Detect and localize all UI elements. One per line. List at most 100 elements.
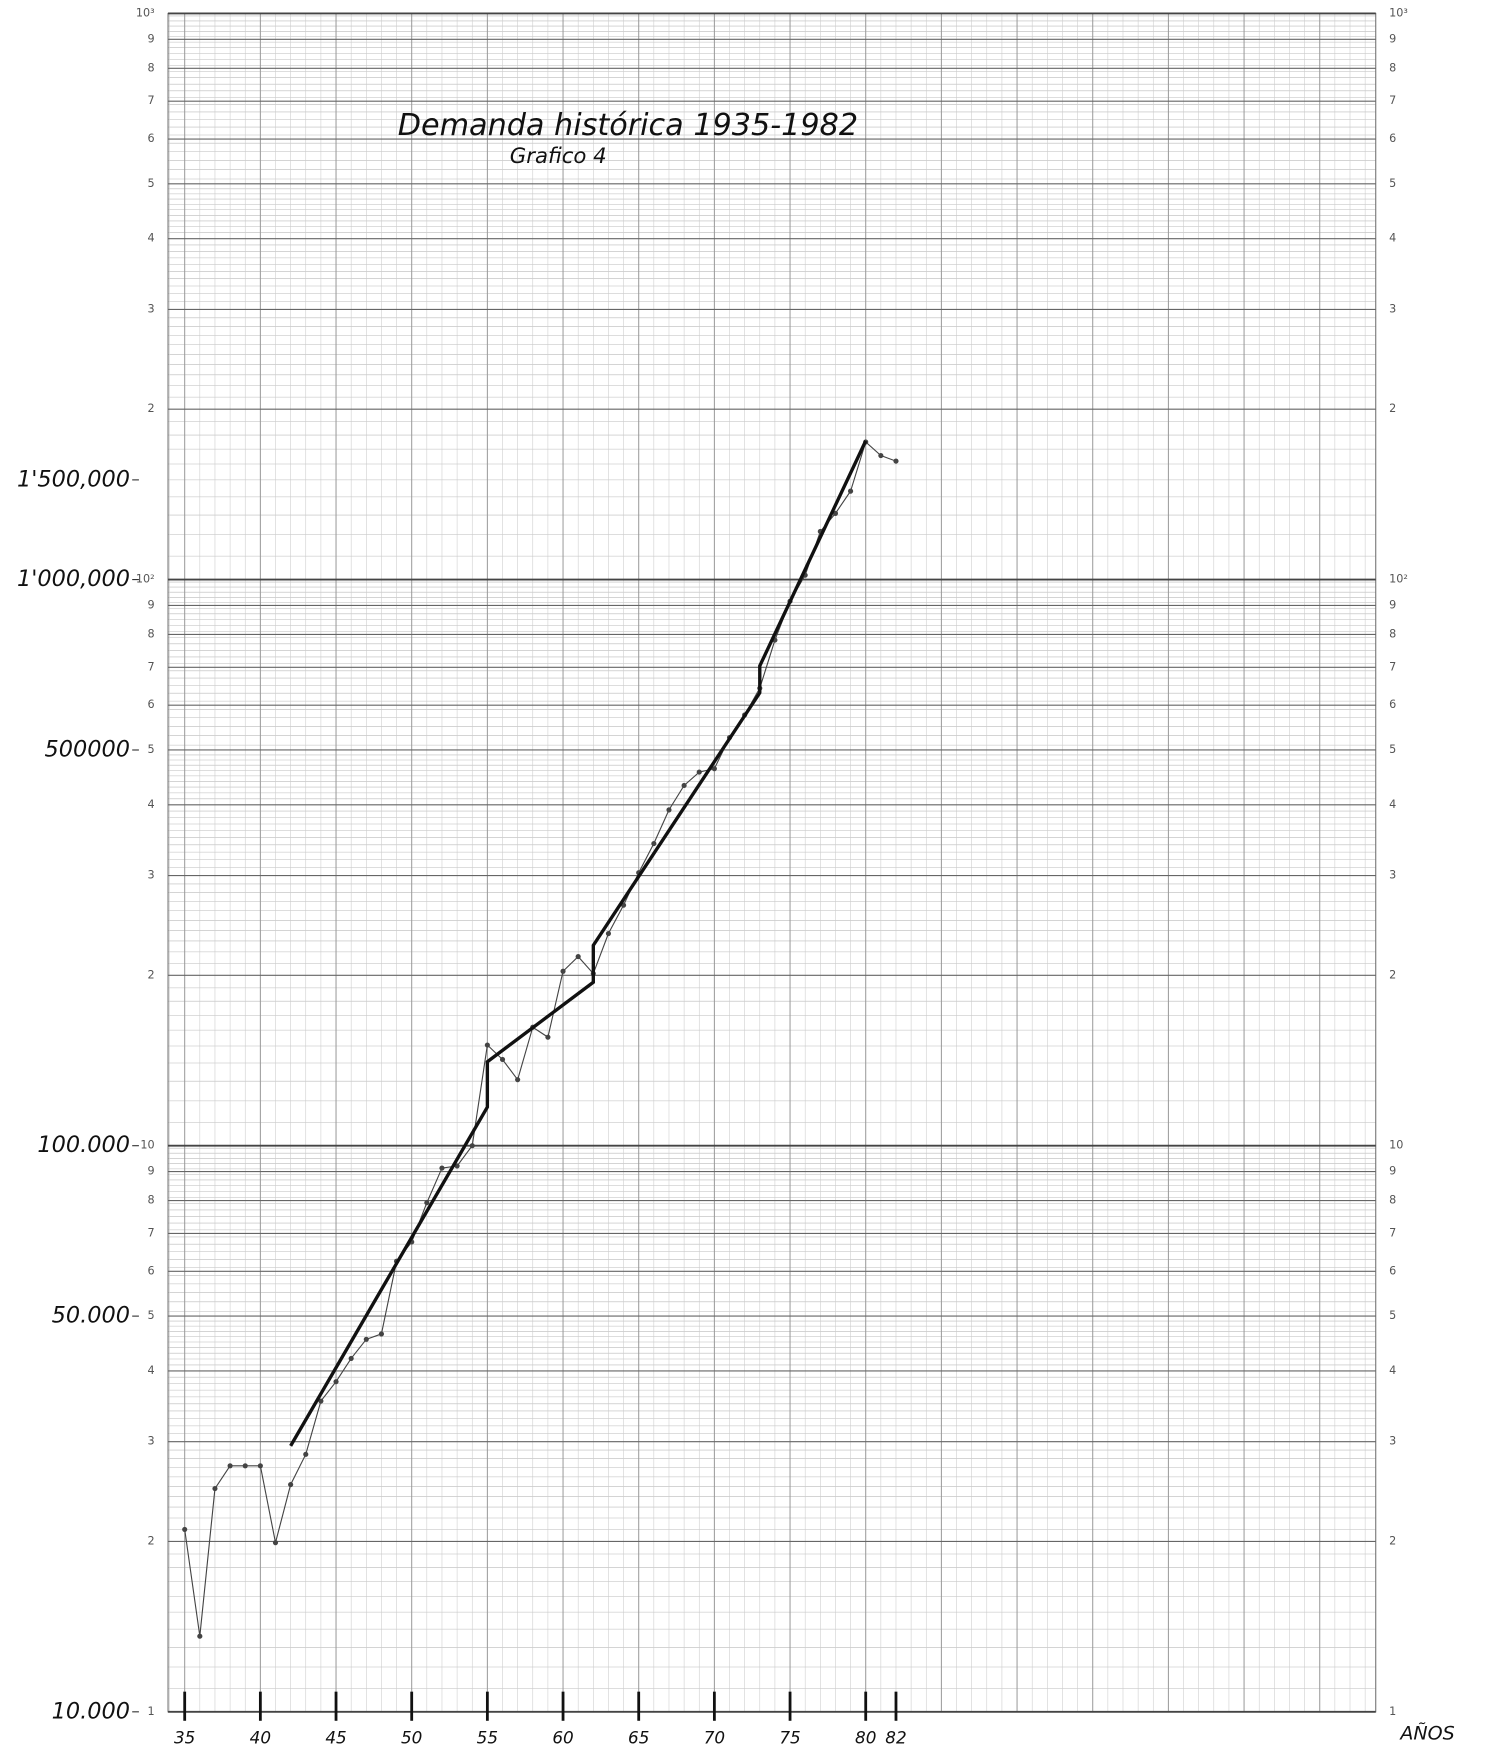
data-point	[545, 1034, 551, 1040]
data-point	[696, 769, 702, 775]
y2-tick-label: 3	[1389, 302, 1396, 315]
x-tick-label: 60	[552, 1728, 573, 1748]
data-point	[303, 1451, 309, 1457]
y2-tick-label: 4	[147, 798, 154, 811]
y2-tick-label: 6	[147, 698, 154, 711]
chart-subtitle: Grafico 4	[510, 144, 607, 169]
y2-tick-label: 3	[147, 1435, 154, 1448]
y2-tick-label: 7	[147, 94, 154, 107]
x-tick-label: 50	[401, 1728, 422, 1748]
graph-paper	[167, 12, 1377, 1713]
y2-tick-label: 2	[1389, 968, 1396, 981]
y2-tick-label: 7	[147, 1226, 154, 1239]
data-point	[711, 766, 717, 772]
y-tick-label: 1'000,000	[17, 566, 130, 592]
y2-tick-label: 4	[147, 1364, 154, 1377]
y2-tick-label: 1	[147, 1705, 154, 1718]
x-tick-label: 35	[174, 1728, 195, 1748]
y2-tick-label: 9	[147, 32, 154, 45]
data-point	[666, 807, 672, 813]
data-point	[832, 510, 839, 516]
x-tick-label: 55	[477, 1728, 498, 1748]
y-tick-label: 1'500,000	[17, 466, 130, 492]
data-line	[289, 440, 868, 1447]
data-point	[681, 782, 687, 789]
y2-tick-label: 9	[1389, 32, 1396, 45]
data-point	[484, 1042, 490, 1048]
y2-tick-label: 2	[1389, 402, 1396, 415]
y2-tick-label: 8	[1389, 627, 1396, 640]
y2-tick-label: 1	[1389, 1705, 1396, 1718]
data-point	[469, 1143, 475, 1149]
data-point	[439, 1165, 445, 1171]
y2-tick-label: 9	[1389, 1165, 1396, 1178]
y2-tick-label: 3	[1389, 869, 1396, 882]
data-point	[197, 1633, 203, 1639]
y2-tick-label: 6	[1389, 132, 1396, 145]
data-point	[424, 1200, 430, 1206]
data-point	[212, 1485, 218, 1492]
x-tick-label: 82	[885, 1728, 906, 1748]
y2-tick-label: 4	[1389, 1364, 1396, 1377]
data-point	[227, 1463, 233, 1469]
y2-tick-label: 2	[1389, 1534, 1396, 1547]
x-axis-label: AÑOS	[1398, 1722, 1454, 1745]
x-tick-label: 40	[250, 1728, 271, 1748]
x-tick-label: 45	[325, 1728, 346, 1748]
x-tick-label: 65	[628, 1728, 649, 1748]
data-point	[257, 1463, 263, 1469]
data-point	[333, 1379, 339, 1385]
data-point	[378, 1331, 385, 1337]
data-line	[184, 440, 897, 1637]
y2-tick-label: 4	[1389, 232, 1396, 245]
data-point	[560, 968, 566, 974]
y2-tick-label: 4	[147, 232, 154, 245]
x-tick-label: 80	[855, 1728, 876, 1748]
y2-tick-label: 7	[1389, 94, 1396, 107]
y2-tick-label: 4	[1389, 798, 1396, 811]
y2-tick-label: 7	[1389, 1226, 1396, 1239]
y2-tick-label: 5	[147, 177, 154, 190]
data-point	[499, 1056, 506, 1063]
y2-tick-label: 2	[147, 1534, 154, 1547]
y2-tick-label: 8	[147, 61, 154, 74]
x-tick-label: 75	[779, 1728, 800, 1748]
y2-tick-label: 8	[147, 627, 154, 640]
y2-tick-label: 10²	[136, 573, 155, 586]
y-tick-label: 10.000	[52, 1698, 130, 1724]
y2-tick-label: 10³	[1389, 6, 1408, 19]
y-tick-label: 500000	[44, 736, 129, 762]
y2-tick-label: 2	[147, 968, 154, 981]
y2-tick-label: 9	[1389, 598, 1396, 611]
data-point	[893, 458, 899, 464]
data-point	[848, 488, 854, 494]
x-tick-label: 70	[704, 1728, 725, 1748]
data-point	[288, 1482, 294, 1488]
y2-tick-label: 5	[1389, 177, 1396, 190]
y2-tick-label: 6	[147, 1264, 154, 1277]
y2-tick-label: 10	[140, 1139, 154, 1152]
y2-tick-label: 3	[1389, 1435, 1396, 1448]
y2-tick-label: 10	[1389, 1139, 1403, 1152]
data-point	[605, 930, 612, 937]
data-point	[348, 1355, 354, 1361]
y2-tick-label: 8	[1389, 1194, 1396, 1207]
y2-tick-label: 6	[147, 132, 154, 145]
y2-tick-label: 6	[1389, 698, 1396, 711]
y2-tick-label: 9	[147, 598, 154, 611]
y2-tick-label: 8	[147, 1194, 154, 1207]
y2-tick-label: 5	[147, 1309, 154, 1322]
y2-tick-label: 7	[147, 660, 154, 673]
chart-title: Demanda histórica 1935-1982	[398, 108, 858, 143]
y2-tick-label: 5	[1389, 743, 1396, 756]
y2-tick-label: 8	[1389, 61, 1396, 74]
data-point	[318, 1398, 324, 1404]
data-point	[272, 1540, 279, 1546]
data-point	[363, 1336, 369, 1342]
data-point	[242, 1463, 248, 1469]
y2-tick-label: 3	[147, 869, 154, 882]
data-point	[651, 840, 657, 847]
y2-tick-label: 6	[1389, 1264, 1396, 1277]
